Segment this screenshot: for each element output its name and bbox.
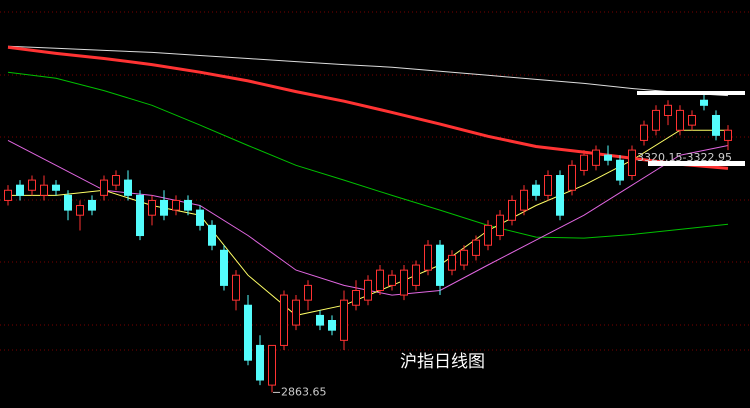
candle-body [640,124,648,141]
candle-body [88,199,96,211]
candle-body [472,239,480,256]
candle-body [496,214,504,237]
candle-body [532,184,540,196]
candle-body [568,164,576,191]
candle-body [700,99,708,106]
candle-body [592,149,600,166]
ma-line [7,71,729,239]
candle-body [316,314,324,326]
chart-title: 沪指日线图 [400,352,485,372]
candle-body [616,159,624,181]
candle-body [544,175,552,196]
candle-body [304,284,312,301]
candles [4,92,732,393]
candle-body [4,189,12,201]
candle-body [400,269,408,296]
candle-body [100,179,108,196]
background-grid [0,11,750,351]
candle-body [76,205,84,216]
candle-body [148,199,156,216]
candle-body [328,319,336,331]
candle-body [172,199,180,211]
candle-body [16,184,24,196]
candle-body [520,189,528,211]
candle-body [376,269,384,291]
candle-body [340,299,348,341]
candle-body [604,154,612,161]
candle-body [628,149,636,177]
candle-body [232,274,240,301]
candle-body [52,184,60,191]
candle-body [652,109,660,131]
candle-body [196,209,204,226]
candle-body [436,244,444,286]
ma-line [7,45,729,97]
candle-body [268,344,276,386]
low-label: 2863.65 [281,385,327,398]
candle-body [664,104,672,116]
candle-body [448,254,456,271]
candle-body [136,194,144,237]
candle-body [256,344,264,381]
candle-body [556,175,564,216]
candle-body [484,224,492,246]
candle-body [712,114,720,136]
candle-body [184,199,192,211]
candle-body [580,154,588,171]
candle-body [64,194,72,211]
candle-body [208,224,216,246]
support-bar [648,161,745,166]
candle-body [244,304,252,361]
candle-body [28,179,36,191]
candle-body [292,299,300,326]
candle-body [160,199,168,216]
candle-body [460,249,468,266]
candle-body [352,289,360,306]
resistance-bar [637,91,745,95]
candle-body [688,114,696,126]
candle-body [280,294,288,346]
candle-body [112,175,120,186]
candle-body [424,244,432,271]
candle-body [388,274,396,286]
candle-body [220,249,228,286]
candle-body [364,279,372,301]
candle-body [676,109,684,131]
candle-body [124,179,132,196]
candle-body [724,129,732,141]
candle-body [40,184,48,196]
candle-body [508,199,516,221]
range-label: 3320.15-3322.95 [637,151,732,164]
candle-body [412,264,420,286]
